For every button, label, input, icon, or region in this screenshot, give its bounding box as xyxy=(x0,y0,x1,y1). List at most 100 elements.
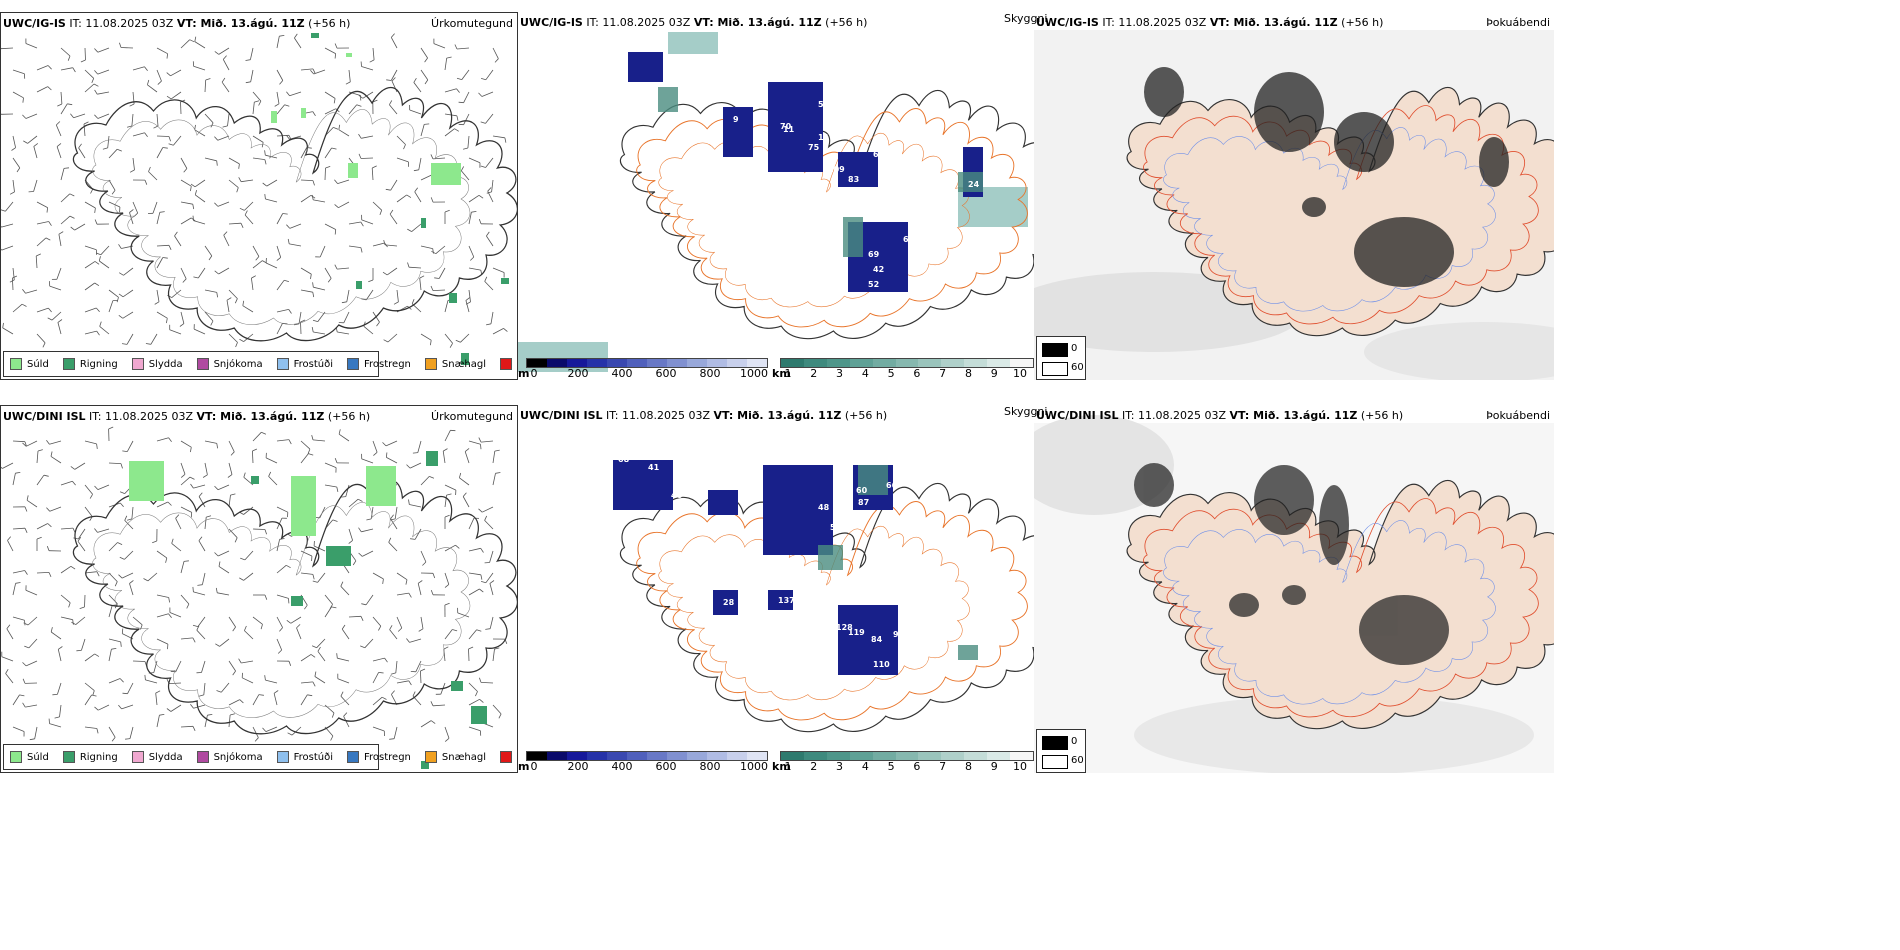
wind-barb xyxy=(148,166,151,172)
wind-barb xyxy=(22,678,26,684)
wind-barb xyxy=(26,495,29,501)
fog-panel-bottom: UWC/DINI ISL IT: 11.08.2025 03Z VT: Mið.… xyxy=(1034,405,1554,773)
colorbar-unit: km xyxy=(772,367,791,380)
wind-barb xyxy=(108,542,118,552)
colorbar-tick: 9 xyxy=(990,760,998,773)
legend-label: Snæhagl xyxy=(441,358,487,370)
wind-barb xyxy=(463,91,470,103)
wind-barb xyxy=(9,191,15,195)
wind-barb xyxy=(240,557,246,561)
wind-barb xyxy=(22,702,26,708)
wind-barb xyxy=(484,276,488,282)
wind-barb xyxy=(418,628,424,632)
wind-barb xyxy=(243,333,254,342)
valid-time: VT: Mið. 13.ágú. 11Z xyxy=(693,16,822,29)
wind-barb xyxy=(94,219,98,225)
wind-barb xyxy=(468,629,477,640)
wind-barb xyxy=(214,552,219,557)
wind-barb xyxy=(94,261,100,265)
wind-barb xyxy=(198,536,203,541)
visibility-value: 16 xyxy=(773,458,785,467)
wind-barb xyxy=(413,82,422,93)
wind-barb xyxy=(478,437,482,443)
wind-barb xyxy=(221,77,226,83)
wind-barb xyxy=(25,43,38,49)
wind-barb xyxy=(265,726,278,732)
wind-barb xyxy=(468,517,475,530)
wind-barb xyxy=(243,506,254,515)
wind-barb xyxy=(49,285,62,291)
wind-barb xyxy=(478,194,484,199)
panel-header: UWC/DINI ISL IT: 11.08.2025 03Z VT: Mið.… xyxy=(3,410,370,423)
wind-barb xyxy=(324,223,336,230)
wind-barb xyxy=(296,627,302,640)
wind-barb xyxy=(389,629,398,640)
wind-barb xyxy=(180,311,185,324)
wind-barb xyxy=(361,458,374,464)
wind-barb xyxy=(382,442,387,447)
wind-barb xyxy=(180,157,188,169)
wind-barb xyxy=(311,434,314,441)
wind-barb xyxy=(352,560,357,566)
wind-barb xyxy=(386,267,398,276)
wind-barb xyxy=(334,43,338,49)
wind-barb xyxy=(48,572,52,578)
wind-barb xyxy=(168,597,170,603)
wind-barb xyxy=(492,649,495,662)
wind-barb xyxy=(386,452,388,458)
wind-barb xyxy=(338,433,350,442)
wind-barb xyxy=(12,275,18,279)
wind-barb xyxy=(264,159,267,165)
wind-barb xyxy=(300,68,314,71)
wind-barb xyxy=(313,331,326,335)
wind-barb xyxy=(468,289,471,302)
wind-barb xyxy=(389,104,398,115)
wind-barb xyxy=(1,248,2,251)
colorbar-tick: 7 xyxy=(939,760,947,773)
wind-barb xyxy=(131,506,134,519)
wind-barb xyxy=(311,645,317,649)
visibility-value: 48 xyxy=(818,503,830,512)
wind-barb xyxy=(36,523,48,530)
colorbar-tick: 9 xyxy=(990,367,998,380)
wind-barb xyxy=(24,645,30,649)
wind-barb xyxy=(300,694,308,706)
wind-barb xyxy=(57,682,62,695)
wind-barb xyxy=(348,615,362,618)
wind-barb xyxy=(288,309,292,314)
visibility-value: 11 xyxy=(818,133,830,142)
wind-barb xyxy=(72,67,76,73)
legend-label: Snæhagl xyxy=(441,751,487,763)
wind-barb xyxy=(503,328,508,332)
visibility-value: 109 xyxy=(828,165,845,174)
wind-barb xyxy=(290,616,302,624)
wind-barb xyxy=(485,628,491,630)
wind-barb xyxy=(444,333,453,344)
wind-barb xyxy=(348,540,353,544)
wind-barb xyxy=(356,104,362,107)
wind-barb xyxy=(268,471,272,477)
wind-barb xyxy=(12,527,26,530)
visibility-panel-bottom: UWC/DINI ISL IT: 11.08.2025 03Z VT: Mið.… xyxy=(518,405,1034,773)
wind-barb xyxy=(165,557,168,563)
wind-barb xyxy=(420,720,432,728)
wind-barb xyxy=(415,660,422,672)
wind-barb xyxy=(108,594,118,604)
wind-barb xyxy=(489,616,494,629)
wind-barb xyxy=(424,79,429,85)
wind-barb xyxy=(60,168,65,181)
wind-barb xyxy=(394,506,398,519)
wind-barb xyxy=(245,81,251,84)
wind-barb xyxy=(338,124,341,130)
wind-barb xyxy=(155,693,158,706)
visibility-value: 52 xyxy=(868,280,879,289)
wind-barb xyxy=(388,537,392,543)
wind-barb xyxy=(287,238,290,244)
wind-barb xyxy=(201,660,206,673)
wind-barb xyxy=(365,594,374,606)
wind-barb xyxy=(33,143,39,147)
wind-barb xyxy=(216,443,218,449)
wind-barb xyxy=(218,561,221,567)
wind-barb xyxy=(324,462,337,468)
panel-title: Úrkomutegund xyxy=(431,17,513,30)
